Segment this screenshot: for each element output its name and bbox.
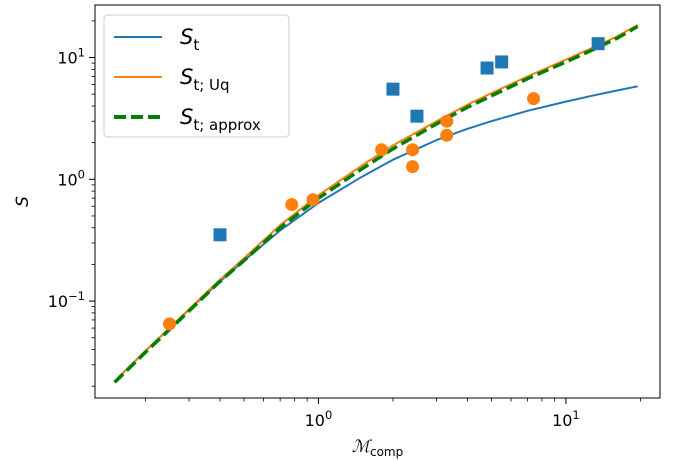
data-point-square [386,82,400,96]
y-axis-label: S [13,196,33,207]
legend-label-main: S [180,65,193,89]
series-line-1 [113,24,639,382]
tick-label-base: 10 [552,411,572,430]
series-line-2 [113,24,639,384]
data-point-circle [440,114,454,128]
tick-label-base: 10 [48,292,68,311]
legend-label: St [180,25,199,54]
x-tick-label: 101 [552,408,580,430]
series-line-0 [113,85,638,382]
legend-label: St; approx [180,105,261,134]
tick-label-exponent: 1 [78,46,85,60]
legend-label-subscript: t; Uq [193,76,229,94]
data-point-circle [375,143,389,157]
x-label-subscript: comp [370,445,403,459]
tick-label-base: 10 [305,411,325,430]
x-axis-label: ℳcomp [352,437,403,459]
y-tick-label: 100 [57,167,85,189]
legend-label-subscript: t; approx [193,116,260,134]
y-tick-label: 101 [57,46,85,68]
data-point-circle [527,92,541,106]
tick-label-base: 10 [57,170,77,189]
legend-label: St; Uq [180,65,230,94]
data-point-circle [440,128,454,142]
data-point-square [495,55,509,69]
data-point-circle [162,317,176,331]
data-point-square [213,228,227,242]
legend-label-main: S [180,25,193,49]
tick-label-base: 10 [57,49,77,68]
tick-label-exponent: 0 [325,408,332,422]
legend-label-main: S [180,105,193,129]
data-point-circle [285,198,299,212]
legend-label-subscript: t [193,36,199,54]
data-point-circle [406,143,420,157]
legend-box [103,14,290,138]
data-point-square [591,37,605,51]
data-point-square [410,109,424,123]
y-tick-label: 10−1 [48,289,85,311]
plot-frame [94,4,661,399]
x-label-main: ℳ [352,437,373,457]
x-tick-label: 100 [305,408,333,430]
tick-label-exponent: −1 [68,289,85,303]
data-point-circle [406,160,420,174]
data-point-square [480,61,494,75]
marker-layer [162,37,605,331]
data-point-circle [306,193,320,207]
tick-label-exponent: 1 [572,408,579,422]
tick-label-exponent: 0 [78,167,85,181]
series-layer [113,24,639,384]
